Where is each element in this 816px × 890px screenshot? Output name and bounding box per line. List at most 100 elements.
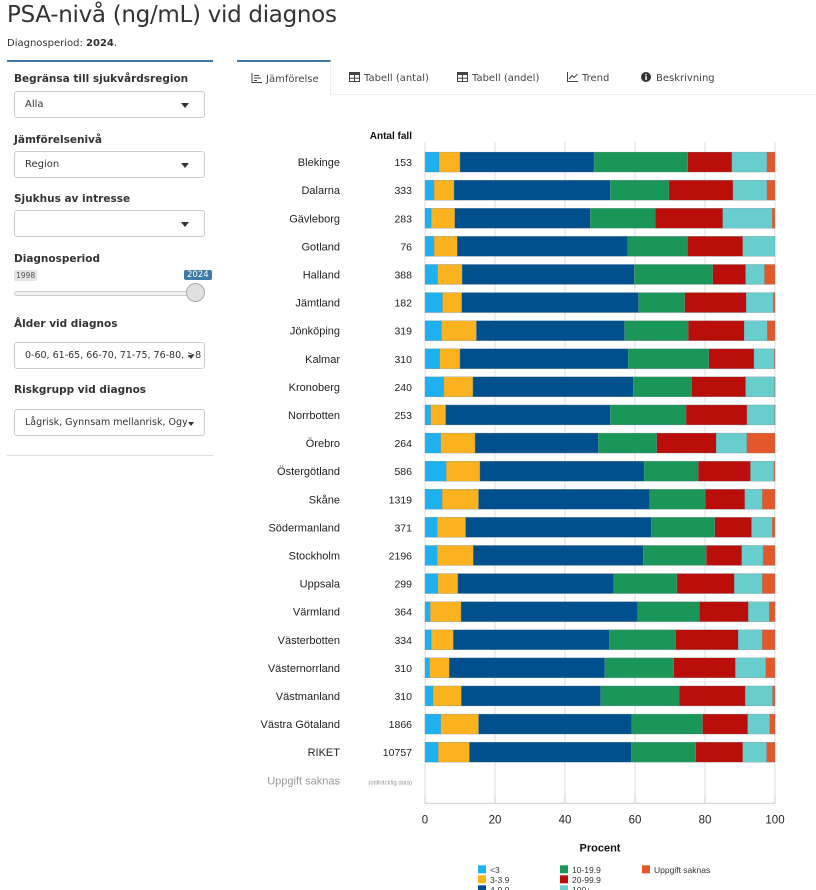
- bar-segment-20-99-9[interactable]: [698, 460, 751, 482]
- bar-segment-100-[interactable]: [735, 657, 767, 678]
- bar-segment--3[interactable]: [424, 348, 440, 369]
- bar-segment-uppgift-saknas[interactable]: [762, 489, 776, 510]
- bar-segment-3-3-9[interactable]: [446, 460, 481, 482]
- bar-segment-uppgift-saknas[interactable]: [746, 432, 776, 454]
- bar-segment-uppgift-saknas[interactable]: [773, 292, 776, 313]
- bar-segment--3[interactable]: [424, 264, 438, 285]
- bar-segment-uppgift-saknas[interactable]: [767, 320, 776, 341]
- bar-segment-4-9-9[interactable]: [474, 432, 599, 454]
- bar-segment-100-[interactable]: [722, 208, 773, 229]
- comparison-level-select[interactable]: Region: [14, 151, 205, 178]
- bar-segment-uppgift-saknas[interactable]: [762, 629, 776, 650]
- bar-segment-4-9-9[interactable]: [459, 151, 595, 173]
- bar-segment-10-19-9[interactable]: [609, 404, 687, 426]
- bar-segment-10-19-9[interactable]: [633, 376, 692, 398]
- bar-segment-3-3-9[interactable]: [441, 320, 477, 341]
- bar-segment--3[interactable]: [424, 685, 434, 707]
- bar-segment-10-19-9[interactable]: [638, 292, 685, 313]
- bar-segment-20-99-9[interactable]: [655, 208, 723, 229]
- bar-segment-20-99-9[interactable]: [714, 517, 752, 538]
- bar-segment-uppgift-saknas[interactable]: [762, 545, 776, 566]
- bar-segment-20-99-9[interactable]: [687, 236, 743, 257]
- bar-segment-20-99-9[interactable]: [695, 742, 743, 763]
- bar-segment-20-99-9[interactable]: [675, 629, 739, 650]
- bar-segment-4-9-9[interactable]: [461, 264, 635, 285]
- bar-segment-3-3-9[interactable]: [437, 573, 459, 594]
- bar-segment-3-3-9[interactable]: [437, 264, 463, 285]
- bar-segment-3-3-9[interactable]: [439, 348, 461, 369]
- hospital-select[interactable]: [14, 210, 205, 237]
- bar-segment-uppgift-saknas[interactable]: [765, 657, 776, 678]
- bar-segment-4-9-9[interactable]: [460, 601, 638, 622]
- bar-segment--3[interactable]: [424, 292, 443, 313]
- bar-segment--3[interactable]: [424, 517, 438, 538]
- bar-segment-100-[interactable]: [744, 489, 763, 510]
- bar-segment-100-[interactable]: [750, 460, 775, 482]
- bar-segment-4-9-9[interactable]: [453, 629, 610, 650]
- bar-segment--3[interactable]: [424, 320, 442, 341]
- bar-segment-4-9-9[interactable]: [454, 208, 591, 229]
- bar-segment-3-3-9[interactable]: [429, 657, 450, 678]
- bar-segment-100-[interactable]: [742, 742, 767, 763]
- bar-segment-4-9-9[interactable]: [457, 236, 628, 257]
- bar-segment-10-19-9[interactable]: [634, 264, 713, 285]
- bar-segment-10-19-9[interactable]: [643, 460, 699, 482]
- bar-segment-uppgift-saknas[interactable]: [774, 348, 776, 369]
- bar-segment-4-9-9[interactable]: [476, 320, 625, 341]
- bar-segment-3-3-9[interactable]: [433, 180, 455, 201]
- bar-segment-3-3-9[interactable]: [442, 292, 462, 313]
- bar-segment-10-19-9[interactable]: [637, 601, 700, 622]
- bar-segment--3[interactable]: [424, 489, 443, 510]
- bar-segment--3[interactable]: [424, 208, 432, 229]
- bar-segment-4-9-9[interactable]: [469, 742, 632, 763]
- bar-segment-10-19-9[interactable]: [593, 151, 688, 173]
- bar-segment-10-19-9[interactable]: [598, 432, 657, 454]
- bar-segment-100-[interactable]: [744, 320, 768, 341]
- slider-handle[interactable]: [186, 283, 205, 302]
- risk-group-select[interactable]: Lågrisk, Gynnsam mellanrisk, Ogy: [14, 409, 205, 436]
- bar-segment-100-[interactable]: [738, 629, 763, 650]
- bar-segment-20-99-9[interactable]: [712, 264, 746, 285]
- bar-segment-3-3-9[interactable]: [440, 432, 476, 454]
- bar-segment-20-99-9[interactable]: [702, 713, 748, 735]
- bar-segment-4-9-9[interactable]: [445, 404, 611, 426]
- bar-segment-100-[interactable]: [745, 264, 765, 285]
- bar-segment-uppgift-saknas[interactable]: [774, 376, 776, 398]
- bar-segment-uppgift-saknas[interactable]: [762, 573, 776, 594]
- bar-segment-100-[interactable]: [746, 404, 775, 426]
- bar-segment-3-3-9[interactable]: [430, 404, 446, 426]
- bar-segment-4-9-9[interactable]: [479, 460, 645, 482]
- bar-segment-3-3-9[interactable]: [440, 713, 479, 735]
- bar-segment-3-3-9[interactable]: [438, 742, 470, 763]
- bar-segment-4-9-9[interactable]: [478, 713, 633, 735]
- bar-segment-100-[interactable]: [734, 573, 763, 594]
- bar-segment-10-19-9[interactable]: [630, 742, 697, 763]
- tab-tabell-antal[interactable]: Tabell (antal): [349, 60, 429, 95]
- bar-segment-10-19-9[interactable]: [628, 348, 710, 369]
- bar-segment-3-3-9[interactable]: [431, 208, 455, 229]
- bar-segment-uppgift-saknas[interactable]: [766, 151, 776, 173]
- bar-segment-4-9-9[interactable]: [461, 685, 601, 707]
- bar-segment-10-19-9[interactable]: [590, 208, 656, 229]
- bar-segment-4-9-9[interactable]: [453, 180, 611, 201]
- bar-segment--3[interactable]: [424, 180, 435, 201]
- bar-segment-4-9-9[interactable]: [473, 545, 644, 566]
- age-select[interactable]: 0-60, 61-65, 66-70, 71-75, 76-80, >8: [14, 342, 205, 369]
- bar-segment-100-[interactable]: [716, 432, 747, 454]
- bar-segment-3-3-9[interactable]: [431, 629, 454, 650]
- bar-segment-4-9-9[interactable]: [448, 657, 606, 678]
- bar-segment-10-19-9[interactable]: [627, 236, 688, 257]
- bar-segment-20-99-9[interactable]: [673, 657, 736, 678]
- bar-segment-3-3-9[interactable]: [432, 685, 462, 707]
- bar-segment-10-19-9[interactable]: [609, 180, 670, 201]
- bar-segment-20-99-9[interactable]: [687, 151, 733, 173]
- bar-segment--3[interactable]: [424, 629, 432, 650]
- bar-segment-100-[interactable]: [732, 180, 768, 201]
- bar-segment-3-3-9[interactable]: [437, 517, 466, 538]
- bar-segment-10-19-9[interactable]: [631, 713, 703, 735]
- tab-beskrivning[interactable]: Beskrivning: [641, 60, 715, 95]
- bar-segment-10-19-9[interactable]: [604, 657, 674, 678]
- bar-segment-20-99-9[interactable]: [699, 601, 749, 622]
- bar-segment-100-[interactable]: [751, 517, 773, 538]
- bar-segment-100-[interactable]: [741, 545, 764, 566]
